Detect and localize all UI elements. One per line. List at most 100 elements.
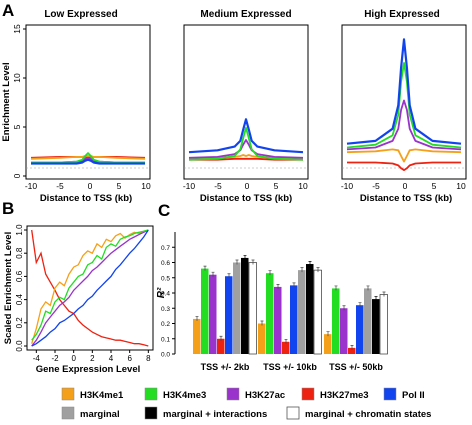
series-line-h3k4me1 <box>31 229 149 344</box>
y-tick-label: 1.0 <box>15 224 24 236</box>
legend-swatch <box>226 387 240 401</box>
x-axis: -10 -5 0 5 10 Distance to TSS (kb) <box>183 181 308 204</box>
y-tick-label: 0.4 <box>161 291 170 298</box>
x-axis: -10 -5 0 5 10 Distance to TSS (kb) <box>25 181 151 204</box>
y-tick-label: 0.5 <box>161 275 170 282</box>
y-tick-label: 10 <box>12 73 22 83</box>
series-lines <box>31 229 149 347</box>
panel-c-bar-chart: R² 0.00.10.20.30.40.50.60.7 TSS +/- 2kb T… <box>156 232 388 372</box>
bar-marginal <box>233 262 241 354</box>
legend-item-marginal-interactions: marginal + interactions <box>144 406 267 420</box>
error-bar <box>195 316 199 321</box>
plot-title: High Expressed <box>364 9 440 20</box>
x-tick-label: 2 <box>90 354 95 363</box>
plot-frame <box>26 225 154 351</box>
error-bar <box>334 285 338 291</box>
x-ticks: -4 -2 0 2 4 6 8 <box>33 350 151 363</box>
bar-h3k27me3 <box>348 347 356 354</box>
y-axis-label: Scaled Enrichment Level <box>3 232 14 344</box>
x-axis: -10 -5 0 5 10 Distance to TSS (kb) <box>341 181 466 204</box>
legend-item-h3k4me3: H3K4me3 <box>144 387 206 401</box>
series-line-h3k4me3 <box>346 62 462 149</box>
bar-marginal <box>298 270 306 354</box>
panel-label-a: A <box>2 1 14 20</box>
panel-label-c: C <box>158 201 170 220</box>
category-label: TSS +/- 2kb <box>201 362 250 372</box>
y-tick-label: 5 <box>12 124 22 129</box>
x-axis-label: Gene Expression Level <box>36 364 141 375</box>
bar-marginal <box>364 288 372 354</box>
legend-item-pol-ii: Pol II <box>383 387 425 401</box>
legend-swatch <box>61 406 75 420</box>
bar-marginal-chromatin <box>313 269 322 355</box>
bar-h3k4me1 <box>258 323 266 354</box>
legend-swatch <box>61 387 75 401</box>
error-bar <box>358 302 362 308</box>
x-axis-label: Distance to TSS (kb) <box>360 193 452 204</box>
y-tick-label: 0.2 <box>161 321 170 328</box>
legend-label: H3K27ac <box>245 390 285 401</box>
x-tick-label: -2 <box>51 354 59 363</box>
x-axis-label: Distance to TSS (kb) <box>40 193 132 204</box>
x-tick-label: -10 <box>25 181 38 191</box>
error-bar <box>211 271 215 277</box>
bar-h3k27me3 <box>217 338 225 354</box>
y-ticks: 0.0 0.2 0.4 0.6 0.8 1.0 <box>15 224 27 352</box>
panel-label-b: B <box>2 199 14 218</box>
x-tick-label: 10 <box>456 181 466 191</box>
plot-frame <box>183 24 309 180</box>
legend: H3K4me1 H3K4me3 H3K27ac H3K27me3 Pol II … <box>61 387 431 420</box>
panel-a-plot-medium: Medium Expressed -10 -5 0 5 10 Distance … <box>183 9 309 204</box>
legend-swatch <box>383 387 397 401</box>
y-tick-label: 0.0 <box>15 340 24 352</box>
error-bar <box>203 265 207 271</box>
series-line-polii <box>31 229 149 347</box>
bar-h3k4me1 <box>193 318 201 354</box>
y-axis-label: Enrichment Level <box>1 62 12 141</box>
series-line-h3k4me1 <box>346 148 462 163</box>
x-tick-label: 10 <box>298 181 308 191</box>
series-line-h3k27ac <box>346 99 462 151</box>
bar-h3k27ac <box>274 286 282 354</box>
series-line-h3k4me3 <box>31 229 149 341</box>
y-ticks: 0.0 0.1 0.2 0.3 0.4 0.5 0.6 0.7 <box>161 245 175 359</box>
legend-label: H3K4me3 <box>163 390 206 401</box>
legend-item-marginal: marginal <box>61 406 120 420</box>
series-line-h3k4me1 <box>30 155 146 160</box>
x-tick-label: 0 <box>403 181 408 191</box>
error-bar <box>326 331 330 337</box>
y-tick-label: 0.6 <box>161 260 170 267</box>
bar-h3k4me3 <box>201 268 209 354</box>
x-tick-label: 0 <box>88 181 93 191</box>
plot-frame <box>341 24 467 180</box>
series-lines <box>30 152 146 165</box>
error-bar <box>243 255 247 260</box>
x-axis-label: Distance to TSS (kb) <box>200 193 292 204</box>
error-bar <box>276 284 280 289</box>
x-tick-label: -5 <box>214 181 222 191</box>
bar-h3k27me3 <box>282 341 290 354</box>
bar-marginal-interactions <box>306 264 314 354</box>
y-tick-label: 0.4 <box>15 293 24 305</box>
bar-h3k4me3 <box>266 273 274 354</box>
error-bar <box>350 345 354 350</box>
x-tick-label: 8 <box>146 354 151 363</box>
error-bar <box>227 273 231 279</box>
legend-label: H3K27me3 <box>320 390 369 401</box>
bar-h3k4me3 <box>332 288 340 354</box>
category-labels: TSS +/- 2kb TSS +/- 10kb TSS +/- 50kb <box>201 362 384 372</box>
category-label: TSS +/- 10kb <box>263 362 317 372</box>
series-line-h3k4me3 <box>188 126 304 161</box>
series-line-polii <box>346 38 462 145</box>
series-line-h3k27ac <box>31 229 149 347</box>
series-line-h3k4me3 <box>31 152 145 164</box>
bar-polii <box>225 276 233 354</box>
error-bar <box>316 267 320 273</box>
series-lines <box>346 38 462 172</box>
series-line-polii <box>31 158 145 165</box>
error-bar <box>382 291 386 297</box>
error-bar <box>219 335 223 341</box>
y-tick-label: 0.8 <box>15 247 24 259</box>
bar-h3k4me1 <box>324 334 332 354</box>
